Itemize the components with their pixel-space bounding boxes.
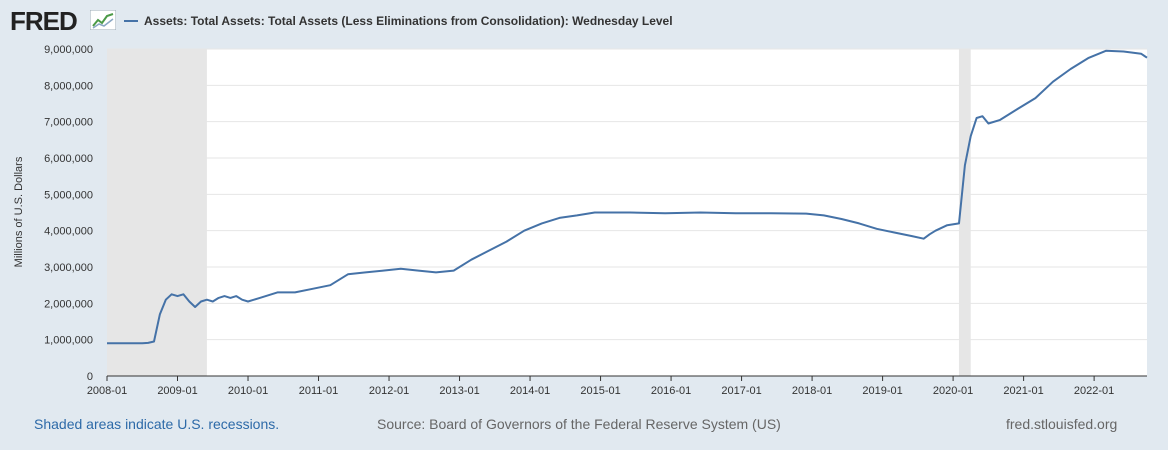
y-tick-label: 8,000,000 bbox=[44, 80, 93, 92]
y-tick-label: 7,000,000 bbox=[44, 117, 93, 129]
x-tick-label: 2015-01 bbox=[580, 385, 620, 397]
chart-footer: Shaded areas indicate U.S. recessions. S… bbox=[0, 416, 1168, 436]
recession-note: Shaded areas indicate U.S. recessions. bbox=[34, 416, 280, 432]
x-tick-label: 2010-01 bbox=[228, 385, 268, 397]
recession-shade-0 bbox=[107, 49, 207, 376]
x-tick-label: 2013-01 bbox=[439, 385, 479, 397]
series-line-0[interactable] bbox=[107, 49, 1148, 345]
chart-header: FRED Assets: Total Assets: Total Assets … bbox=[8, 6, 1158, 36]
site-link[interactable]: fred.stlouisfed.org bbox=[1006, 416, 1118, 432]
source-note: Source: Board of Governors of the Federa… bbox=[377, 416, 781, 432]
x-tick-label: 2022-01 bbox=[1074, 385, 1114, 397]
x-tick-label: 2014-01 bbox=[510, 385, 550, 397]
y-tick-label: 9,000,000 bbox=[44, 44, 93, 56]
y-tick-label: 5,000,000 bbox=[44, 189, 93, 201]
x-tick-label: 2011-01 bbox=[299, 385, 339, 397]
y-axis-title: Millions of U.S. Dollars bbox=[13, 156, 25, 267]
x-tick-label: 2017-01 bbox=[721, 385, 761, 397]
x-tick-label: 2019-01 bbox=[862, 385, 902, 397]
x-tick-label: 2016-01 bbox=[651, 385, 691, 397]
y-tick-label: 0 bbox=[87, 371, 93, 383]
y-tick-label: 3,000,000 bbox=[44, 262, 93, 274]
y-tick-label: 4,000,000 bbox=[44, 226, 93, 238]
x-tick-label: 2020-01 bbox=[933, 385, 973, 397]
legend-line-swatch bbox=[124, 20, 138, 22]
x-tick-label: 2008-01 bbox=[87, 385, 127, 397]
x-tick-label: 2012-01 bbox=[369, 385, 409, 397]
recession-shade-1 bbox=[958, 49, 971, 376]
x-tick-label: 2009-01 bbox=[157, 385, 197, 397]
fred-logo-graph-icon bbox=[90, 10, 116, 30]
fred-logo[interactable]: FRED bbox=[10, 6, 78, 36]
y-tick-label: 1,000,000 bbox=[44, 335, 93, 347]
x-tick-label: 2021-01 bbox=[1003, 385, 1043, 397]
line-chart: 0 1,000,000 2,000,000 3,000,000 4,000,000 5,0… bbox=[13, 44, 1148, 397]
y-tick-label: 2,000,000 bbox=[44, 298, 93, 310]
chart-legend[interactable]: Assets: Total Assets: Total Assets (Less… bbox=[124, 14, 673, 28]
legend-series-label: Assets: Total Assets: Total Assets (Less… bbox=[144, 14, 673, 28]
x-tick-label: 2018-01 bbox=[792, 385, 832, 397]
y-tick-label: 6,000,000 bbox=[44, 153, 93, 165]
